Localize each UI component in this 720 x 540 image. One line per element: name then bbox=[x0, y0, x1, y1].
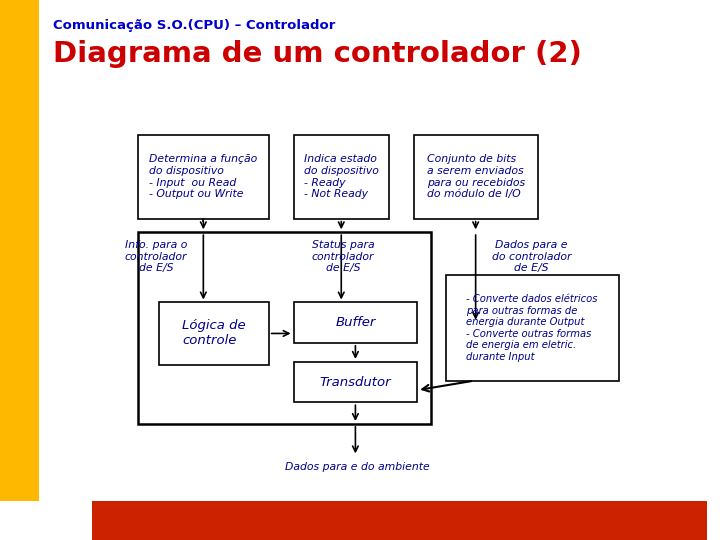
Polygon shape bbox=[0, 0, 39, 502]
Text: Dados para e
do controlador
de E/S: Dados para e do controlador de E/S bbox=[492, 240, 571, 273]
Text: Lógica de
controle: Lógica de controle bbox=[182, 320, 246, 347]
Text: Status para
controlador
de E/S: Status para controlador de E/S bbox=[312, 240, 374, 273]
Bar bbox=[294, 302, 418, 343]
Text: Comunicação S.O.(CPU) – Controlador: Comunicação S.O.(CPU) – Controlador bbox=[53, 19, 336, 32]
Bar bbox=[138, 135, 269, 219]
Text: Conjunto de bits
a serem enviados
para ou recebidos
do módulo de I/O: Conjunto de bits a serem enviados para o… bbox=[426, 154, 525, 199]
Text: - Converte dados elétricos
para outras formas de
energia durante Output
- Conver: - Converte dados elétricos para outras f… bbox=[467, 294, 598, 362]
Bar bbox=[294, 362, 418, 402]
Text: Indica estado
do dispositivo
- Ready
- Not Ready: Indica estado do dispositivo - Ready - N… bbox=[304, 154, 379, 199]
Text: Determina a função
do dispositivo
- Input  ou Read
- Output ou Write: Determina a função do dispositivo - Inpu… bbox=[149, 154, 258, 199]
Bar bbox=[294, 135, 389, 219]
Bar bbox=[159, 302, 269, 364]
Text: Buffer: Buffer bbox=[336, 316, 376, 329]
Bar bbox=[414, 135, 538, 219]
Bar bbox=[0, 501, 92, 540]
Text: Transdutor: Transdutor bbox=[320, 375, 391, 389]
Text: Diagrama de um controlador (2): Diagrama de um controlador (2) bbox=[53, 40, 582, 69]
Text: Info. para o
controlador
de E/S: Info. para o controlador de E/S bbox=[125, 240, 187, 273]
Polygon shape bbox=[0, 501, 707, 540]
Text: Dados para e do ambiente: Dados para e do ambiente bbox=[285, 462, 430, 472]
Bar bbox=[138, 232, 431, 424]
Bar bbox=[446, 275, 619, 381]
